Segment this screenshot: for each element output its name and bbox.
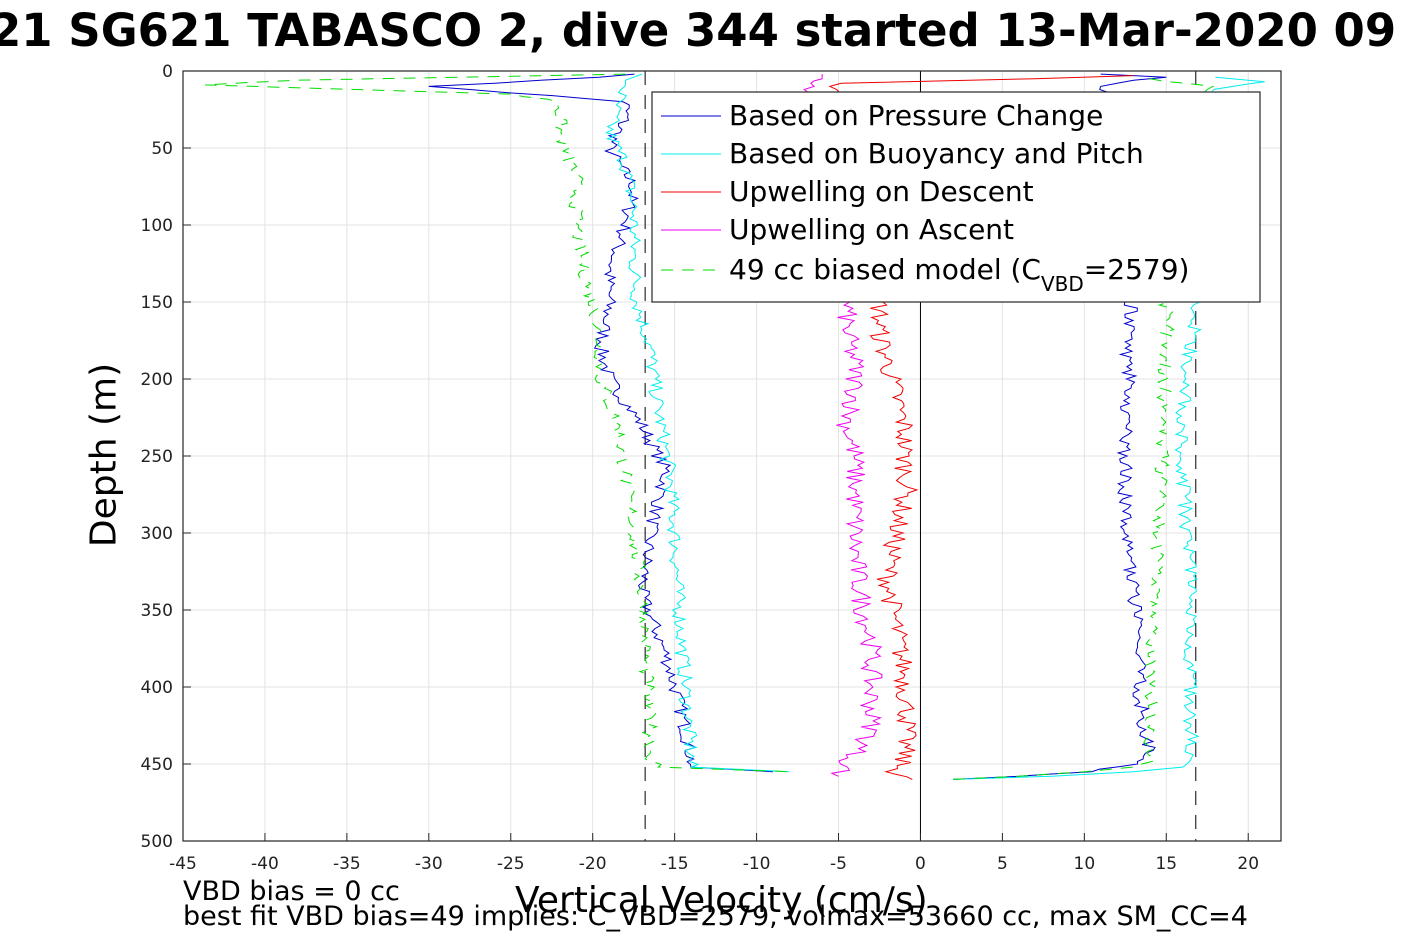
x-tick-label: -5 bbox=[830, 854, 847, 874]
x-tick-label: -40 bbox=[251, 854, 279, 874]
y-tick-label: 150 bbox=[141, 293, 173, 313]
x-tick-label: -15 bbox=[661, 854, 689, 874]
legend-label-series3: Upwelling on Descent bbox=[729, 175, 1034, 208]
y-tick-label: 450 bbox=[141, 755, 173, 775]
x-axis-label: Vertical Velocity (cm/s) bbox=[515, 880, 928, 921]
series-line-based-on-buoyancy-and-pitch-descent bbox=[605, 73, 790, 773]
legend-label-series2: Based on Buoyancy and Pitch bbox=[729, 137, 1144, 170]
legend-label-series4: Upwelling on Ascent bbox=[729, 213, 1014, 246]
x-tick-label: -25 bbox=[497, 854, 525, 874]
x-tick-label: 0 bbox=[915, 854, 926, 874]
best-fit-note: best fit VBD bias=49 implies: C_VBD=2579… bbox=[183, 901, 1248, 932]
y-tick-label: 350 bbox=[141, 601, 173, 621]
x-tick-label: -10 bbox=[743, 854, 771, 874]
x-tick-label: 20 bbox=[1237, 854, 1259, 874]
y-tick-label: 0 bbox=[162, 62, 173, 82]
y-tick-label: 400 bbox=[141, 678, 173, 698]
legend: Based on Pressure Change Based on Buoyan… bbox=[651, 91, 1261, 303]
legend-label-series1: Based on Pressure Change bbox=[729, 99, 1103, 132]
vbd-bias-note: VBD bias = 0 cc bbox=[183, 876, 400, 907]
series-line-49-cc-biased-model-c-vbd-2579-descent bbox=[205, 73, 790, 773]
y-tick-label: 250 bbox=[141, 447, 173, 467]
x-tick-label: 5 bbox=[997, 854, 1008, 874]
legend-box bbox=[651, 91, 1261, 303]
y-tick-label: 500 bbox=[141, 832, 173, 852]
chart-title: 21 SG621 TABASCO 2, dive 344 started 13-… bbox=[0, 4, 1397, 57]
x-tick-label: -35 bbox=[333, 854, 361, 874]
legend-label-series5-prefix: 49 cc biased model (C bbox=[729, 253, 1041, 286]
series-line-49-cc-biased-model-c-vbd-2579-ascent bbox=[953, 78, 1215, 780]
x-tick-label: 15 bbox=[1155, 854, 1177, 874]
y-tick-label: 300 bbox=[141, 524, 173, 544]
x-tick-label: -20 bbox=[579, 854, 607, 874]
y-axis-label: Depth (m) bbox=[83, 362, 125, 548]
legend-label-series5-suffix: =2579) bbox=[1084, 253, 1190, 286]
axis-ticks: -45 -40 -35 -30 -25 -20 -15 -10 -5 0 5 10 15 20050100… bbox=[141, 62, 1259, 874]
x-tick-label: -45 bbox=[169, 854, 197, 874]
x-tick-label: -30 bbox=[415, 854, 443, 874]
y-tick-label: 50 bbox=[151, 139, 173, 159]
y-tick-label: 200 bbox=[141, 370, 173, 390]
legend-label-series5-subscript: VBD bbox=[1041, 272, 1084, 296]
y-tick-label: 100 bbox=[141, 216, 173, 236]
legend-label-series5: 49 cc biased model (CVBD=2579) bbox=[729, 253, 1189, 296]
x-tick-label: 10 bbox=[1074, 854, 1096, 874]
